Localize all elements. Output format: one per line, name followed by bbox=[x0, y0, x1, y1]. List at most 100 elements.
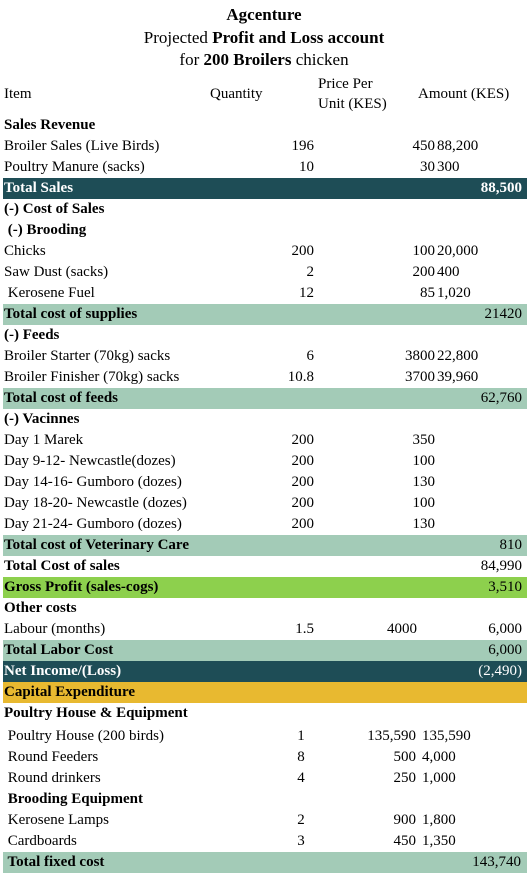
total-value: 21420 bbox=[484, 306, 523, 322]
page-subtitle-2: for 200 Broilers chicken bbox=[0, 49, 528, 71]
row-amount: 1,020 bbox=[437, 285, 471, 301]
row-qty: 1 bbox=[297, 728, 305, 744]
table-row: Day 14-16- Gumboro (dozes) 200 130 bbox=[3, 472, 527, 493]
row-price: 130 bbox=[412, 474, 436, 490]
section-vaccines-heading: (-) Vacinnes bbox=[3, 409, 527, 430]
net-income-row: Net Income/(Loss) (2,490) bbox=[3, 661, 527, 682]
row-qty: 8 bbox=[297, 749, 305, 765]
col-header-price-2: Unit (KES) bbox=[318, 96, 387, 112]
total-labor-row: Total Labor Cost 6,000 bbox=[3, 640, 527, 661]
row-item: Day 21-24- Gumboro (dozes) bbox=[4, 516, 182, 532]
row-price: 450 bbox=[412, 138, 436, 154]
section-brooding-heading: (-) Brooding bbox=[3, 220, 527, 241]
row-amount: 6,000 bbox=[488, 621, 522, 637]
total-value: 143,740 bbox=[472, 854, 521, 870]
table-row: Day 9-12- Newcastle(dozes) 200 100 bbox=[3, 451, 527, 472]
section-brooding-equipment-heading: Brooding Equipment bbox=[3, 789, 527, 810]
row-price: 100 bbox=[412, 243, 436, 259]
row-item: Poultry Manure (sacks) bbox=[4, 159, 145, 175]
row-item: Kerosene Fuel bbox=[4, 285, 95, 301]
table-row: Cardboards 3 450 1,350 bbox=[3, 831, 527, 852]
row-item: Saw Dust (sacks) bbox=[4, 264, 109, 280]
row-qty: 4 bbox=[297, 770, 305, 786]
total-fixed-cost-row: Total fixed cost 143,740 bbox=[3, 852, 527, 873]
row-amount: 1,800 bbox=[422, 812, 456, 828]
row-item: Day 9-12- Newcastle(dozes) bbox=[4, 453, 176, 469]
row-qty: 200 bbox=[291, 516, 315, 532]
col-header-amount: Amount (KES) bbox=[418, 86, 510, 102]
label: Brooding Equipment bbox=[4, 791, 143, 807]
total-sales-row: Total Sales 88,500 bbox=[3, 178, 527, 199]
row-qty: 6 bbox=[306, 348, 315, 364]
total-label: Gross Profit (sales-cogs) bbox=[4, 579, 159, 595]
row-price: 130 bbox=[412, 516, 436, 532]
table-row: Day 1 Marek 200 350 bbox=[3, 430, 527, 451]
table-row: Poultry House (200 birds) 1 135,590 135,… bbox=[3, 726, 527, 747]
row-qty: 10 bbox=[299, 159, 314, 175]
row-qty: 10.8 bbox=[287, 369, 314, 385]
row-price: 900 bbox=[393, 812, 417, 828]
row-price: 500 bbox=[393, 749, 417, 765]
row-price: 250 bbox=[393, 770, 417, 786]
label: (-) Vacinnes bbox=[4, 411, 80, 427]
total-label: Total Sales bbox=[4, 180, 74, 196]
row-price: 4000 bbox=[387, 621, 417, 637]
table-row: Kerosene Lamps 2 900 1,800 bbox=[3, 810, 527, 831]
total-value: 810 bbox=[499, 537, 523, 553]
total-label: Total cost of feeds bbox=[4, 390, 119, 406]
page-subtitle: Projected Profit and Loss account bbox=[0, 27, 528, 49]
total-value: 84,990 bbox=[480, 558, 522, 574]
section-other-costs-heading: Other costs bbox=[3, 598, 527, 619]
row-amount: 88,200 bbox=[437, 138, 479, 154]
table-row: Saw Dust (sacks) 2 200 400 bbox=[3, 262, 527, 283]
table-row: Broiler Sales (Live Birds) 196 450 88,20… bbox=[3, 136, 527, 157]
total-supplies-row: Total cost of supplies 21420 bbox=[3, 304, 527, 325]
row-qty: 3 bbox=[297, 833, 305, 849]
row-amount: 4,000 bbox=[422, 749, 456, 765]
table-row: Round drinkers 4 250 1,000 bbox=[3, 768, 527, 789]
subtitle-plain: Projected bbox=[143, 28, 213, 47]
row-amount: 135,590 bbox=[422, 728, 471, 744]
row-qty: 2 bbox=[306, 264, 315, 280]
total-vet-care-row: Total cost of Veterinary Care 810 bbox=[3, 535, 527, 556]
row-qty: 200 bbox=[291, 432, 315, 448]
row-price: 100 bbox=[412, 495, 436, 511]
subtitle-bold: Profit and Loss account bbox=[212, 28, 385, 47]
row-item: Poultry House (200 birds) bbox=[4, 728, 164, 744]
table-row: Chicks 200 100 20,000 bbox=[3, 241, 527, 262]
row-item: Day 1 Marek bbox=[4, 432, 84, 448]
total-label: Total Labor Cost bbox=[4, 642, 114, 658]
row-item: Broiler Finisher (70kg) sacks bbox=[4, 369, 180, 385]
label: (-) Feeds bbox=[4, 327, 60, 343]
row-item: Broiler Starter (70kg) sacks bbox=[4, 348, 171, 364]
row-qty: 196 bbox=[291, 138, 315, 154]
section-capex-heading: Capital Expenditure bbox=[3, 682, 527, 703]
total-value: 88,500 bbox=[480, 180, 522, 196]
table-row: Kerosene Fuel 12 85 1,020 bbox=[3, 283, 527, 304]
row-qty: 2 bbox=[297, 812, 305, 828]
section-cost-of-sales-heading: (-) Cost of Sales bbox=[3, 199, 527, 220]
row-item: Day 14-16- Gumboro (dozes) bbox=[4, 474, 182, 490]
row-qty: 12 bbox=[299, 285, 314, 301]
row-item: Round drinkers bbox=[4, 770, 101, 786]
total-feeds-row: Total cost of feeds 62,760 bbox=[3, 388, 527, 409]
subtitle2-plain-a: for bbox=[179, 50, 204, 69]
row-qty: 200 bbox=[291, 243, 315, 259]
row-item: Cardboards bbox=[4, 833, 77, 849]
table-row: Labour (months) 1.5 4000 6,000 bbox=[3, 619, 527, 640]
row-amount: 1,350 bbox=[422, 833, 456, 849]
total-label: Net Income/(Loss) bbox=[4, 663, 122, 679]
total-label: Total fixed cost bbox=[4, 854, 105, 870]
row-qty: 200 bbox=[291, 453, 315, 469]
row-item: Kerosene Lamps bbox=[4, 812, 109, 828]
row-amount: 300 bbox=[437, 159, 460, 175]
row-price: 200 bbox=[412, 264, 436, 280]
label: Poultry House & Equipment bbox=[4, 705, 188, 721]
row-price: 450 bbox=[393, 833, 417, 849]
row-price: 350 bbox=[412, 432, 436, 448]
row-amount: 20,000 bbox=[437, 243, 479, 259]
table-row: Broiler Starter (70kg) sacks 6 3800 22,8… bbox=[3, 346, 527, 367]
row-item: Chicks bbox=[4, 243, 46, 259]
row-item: Round Feeders bbox=[4, 749, 99, 765]
page-title: Agcenture bbox=[226, 5, 302, 24]
